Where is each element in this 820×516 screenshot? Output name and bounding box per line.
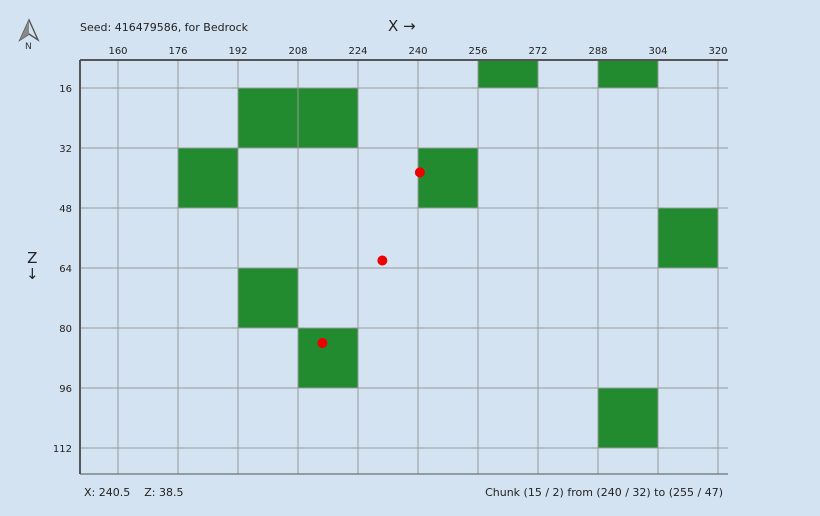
x-tick-label: 176 xyxy=(168,46,187,57)
z-tick-label: 16 xyxy=(59,84,72,95)
x-tick-label: 160 xyxy=(108,46,127,57)
cursor-coordinates: X: 240.5 Z: 38.5 xyxy=(84,486,183,499)
seed-info: Seed: 416479586, for Bedrock xyxy=(80,21,249,34)
highlighted-chunk xyxy=(238,268,298,328)
highlighted-chunk xyxy=(178,148,238,208)
z-tick-label: 112 xyxy=(53,444,72,455)
highlighted-chunk xyxy=(658,208,718,268)
x-tick-label: 288 xyxy=(588,46,607,57)
x-tick-label: 256 xyxy=(468,46,487,57)
highlighted-chunk xyxy=(298,328,358,388)
z-tick-label: 32 xyxy=(59,144,72,155)
structure-marker xyxy=(317,338,328,348)
highlighted-chunk xyxy=(598,60,658,88)
highlighted-chunk xyxy=(298,88,358,148)
cursor-z: Z: 38.5 xyxy=(144,486,184,499)
x-tick-label: 224 xyxy=(348,46,367,57)
z-tick-label: 80 xyxy=(59,324,72,335)
x-tick-label: 208 xyxy=(288,46,307,57)
cursor-x: X: 240.5 xyxy=(84,486,131,499)
structure-marker xyxy=(377,255,388,266)
x-axis-label: X → xyxy=(388,17,416,35)
highlighted-chunk xyxy=(478,60,538,88)
compass-north-icon: N xyxy=(16,18,42,54)
structure-marker xyxy=(414,167,425,178)
z-tick-label: 64 xyxy=(59,264,72,275)
x-tick-label: 192 xyxy=(228,46,247,57)
x-tick-label: 272 xyxy=(528,46,547,57)
chunk-info: Chunk (15 / 2) from (240 / 32) to (255 /… xyxy=(485,486,723,499)
z-tick-label: 96 xyxy=(59,384,72,395)
plot-area xyxy=(80,60,728,474)
z-axis-arrow-icon: ↓ xyxy=(26,265,39,283)
compass-label: N xyxy=(25,42,32,52)
x-tick-label: 320 xyxy=(708,46,727,57)
x-tick-label: 240 xyxy=(408,46,427,57)
z-axis-letter: Z xyxy=(27,249,38,267)
highlighted-chunk xyxy=(418,148,478,208)
x-tick-label: 304 xyxy=(648,46,667,57)
z-tick-label: 48 xyxy=(59,204,72,215)
z-axis-label: Z ↓ xyxy=(26,250,39,282)
highlighted-chunk xyxy=(598,388,658,448)
highlighted-chunk xyxy=(238,88,298,148)
